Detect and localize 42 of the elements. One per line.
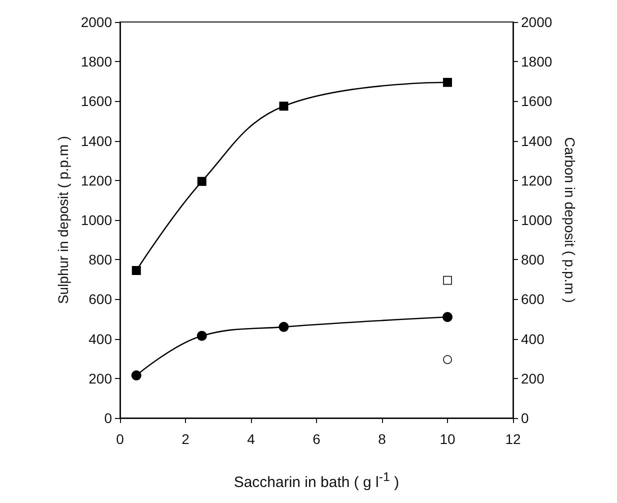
x-tick-label: 4 [247, 431, 256, 447]
y2-tick-label: 0 [521, 410, 529, 426]
y-tick-label: 800 [88, 252, 112, 268]
y-tick-label: 400 [88, 330, 112, 347]
point [443, 276, 452, 285]
y2-tick-label: 400 [521, 330, 545, 347]
y-tick-label: 1400 [80, 132, 112, 149]
y-tick-label: 0 [104, 410, 112, 426]
x-tick-label: 8 [378, 431, 386, 447]
y2-tick-label: 1400 [521, 132, 552, 149]
point [131, 370, 142, 380]
y2-tick-label: 200 [521, 370, 545, 386]
point [443, 355, 452, 364]
y-tick-label: 1200 [80, 172, 112, 188]
y-tick-label: 600 [88, 291, 112, 308]
y-tick-label: 2000 [80, 14, 112, 30]
point [197, 176, 206, 186]
x-tick-label: 2 [182, 431, 190, 447]
y-tick-label: 1800 [80, 54, 112, 70]
x-axis-title: Saccharin in bath ( g l$^{-1}$ ) [232, 470, 400, 491]
y2-tick-label: 1600 [521, 93, 552, 110]
x-tick-label: 10 [440, 431, 456, 447]
point [279, 102, 288, 111]
point [442, 312, 452, 322]
y2-tick-label: 1200 [521, 172, 552, 188]
y2-tick-label: 800 [521, 252, 545, 268]
y2-tick-label: 2000 [521, 14, 552, 30]
point [132, 266, 141, 275]
y2-tick-label: 1000 [521, 212, 552, 228]
y2-tick-label: 600 [521, 291, 545, 308]
x-tick-label: 6 [312, 431, 321, 447]
point [443, 78, 452, 87]
y-tick-label: 1000 [80, 212, 112, 228]
point [278, 322, 289, 332]
y-tick-label: 1600 [80, 93, 112, 110]
y-axis-title: Sulphur in deposit ( p.p.m ) [54, 136, 71, 304]
y2-axis-title: Carbon in deposit ( p.p.m ) [562, 137, 578, 303]
y2-tick-label: 1800 [521, 54, 552, 70]
y-tick-label: 200 [88, 370, 112, 386]
x-tick-label: 12 [505, 431, 521, 447]
x-tick-label: 0 [116, 431, 124, 447]
point [196, 330, 207, 341]
